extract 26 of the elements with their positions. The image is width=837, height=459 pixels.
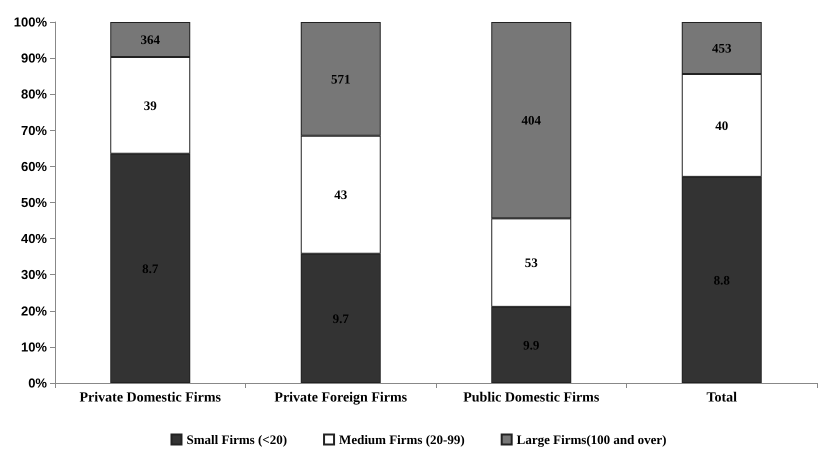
y-tick-label: 10% <box>20 339 48 354</box>
x-tick-label: Total <box>706 390 738 406</box>
annotation: 43 <box>334 187 348 202</box>
x-tick-label: Private Foreign Firms <box>274 390 408 406</box>
annotation: 571 <box>331 71 350 86</box>
y-tick-label: 90% <box>20 50 48 66</box>
y-tick-label: 60% <box>20 158 48 174</box>
y-tick-label: 50% <box>20 195 48 210</box>
y-tick-label: 100% <box>14 14 48 30</box>
legend-label: Medium Firms (20-99) <box>339 432 465 447</box>
legend-label: Large Firms(100 and over) <box>516 432 667 447</box>
annotation: 404 <box>522 112 542 128</box>
annotation: 53 <box>524 255 538 270</box>
y-tick-label: 70% <box>20 122 48 138</box>
x-tick-label: Public Domestic Firms <box>463 390 600 406</box>
x-tick-label: Private Domestic Firms <box>80 390 222 406</box>
y-tick-label: 0% <box>28 376 48 390</box>
annotation: 40 <box>715 118 728 133</box>
y-tick-label: 40% <box>20 231 48 246</box>
annotation: 39 <box>144 98 158 113</box>
legend-label: Small Firms (<20) <box>186 432 288 447</box>
annotation: 364 <box>140 32 160 48</box>
y-tick-label: 30% <box>20 267 48 282</box>
annotation: 453 <box>712 40 732 56</box>
y-tick-label: 20% <box>20 303 48 318</box>
y-tick-label: 80% <box>20 86 48 102</box>
